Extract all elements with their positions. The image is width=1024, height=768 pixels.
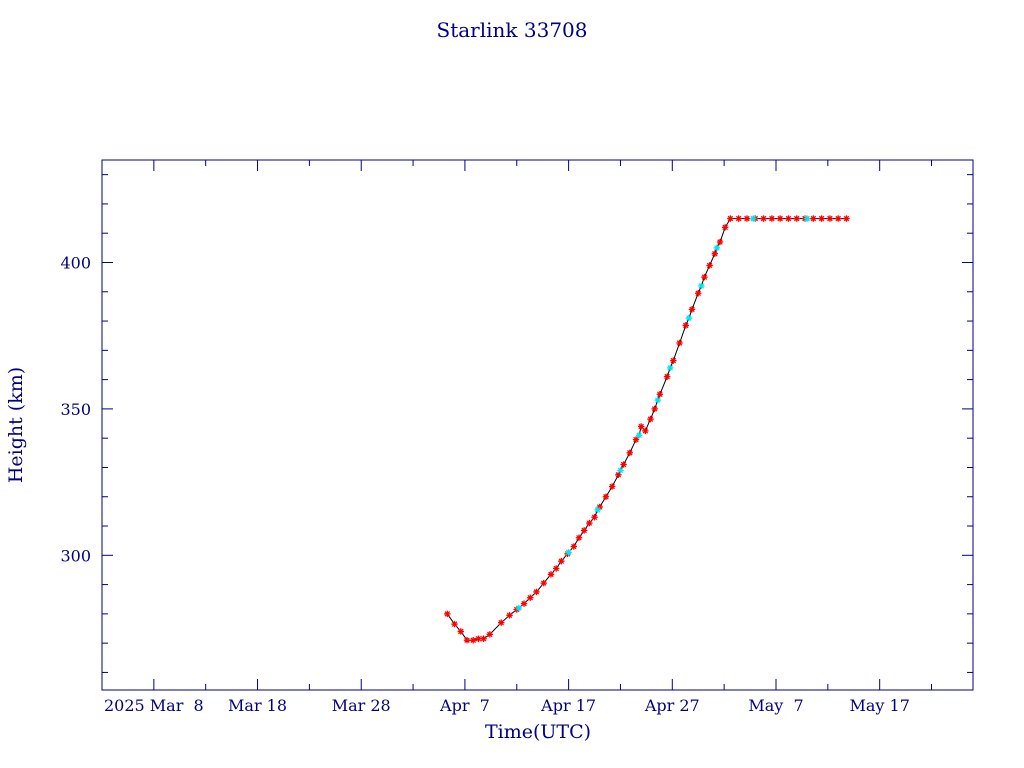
data-point xyxy=(540,579,547,587)
data-point xyxy=(586,519,593,527)
data-point xyxy=(591,514,598,521)
data-point xyxy=(826,215,834,222)
y-tick-label: 400 xyxy=(60,253,91,272)
data-point xyxy=(835,215,842,222)
chart-title: Starlink 33708 xyxy=(437,18,588,42)
data-point xyxy=(626,449,633,457)
data-point xyxy=(515,604,523,612)
data-point xyxy=(743,215,751,222)
data-point xyxy=(480,635,487,642)
data-point xyxy=(727,215,734,222)
data-point xyxy=(575,534,583,541)
data-point xyxy=(810,215,817,222)
data-point xyxy=(760,215,767,222)
x-tick-label: May 7 xyxy=(748,696,803,715)
data-point xyxy=(721,224,729,231)
data-point xyxy=(749,215,757,222)
data-point xyxy=(670,357,677,364)
data-point xyxy=(498,619,505,626)
data-point xyxy=(632,436,640,443)
data-point xyxy=(716,238,724,246)
data-point xyxy=(685,314,693,322)
data-point xyxy=(818,215,825,222)
data-point xyxy=(642,427,649,435)
y-tick-label: 300 xyxy=(60,546,91,565)
data-point xyxy=(701,273,708,281)
data-point xyxy=(647,415,654,423)
data-point xyxy=(444,610,451,618)
data-point xyxy=(785,215,792,222)
data-point xyxy=(617,467,624,474)
data-point xyxy=(695,290,702,297)
data-point xyxy=(594,506,601,514)
data-point xyxy=(768,215,776,222)
data-point xyxy=(620,461,627,468)
data-point xyxy=(698,282,705,290)
data-point xyxy=(552,565,560,572)
data-point xyxy=(533,588,540,596)
x-tick-label: May 17 xyxy=(849,696,909,715)
data-point xyxy=(570,543,577,550)
data-point xyxy=(711,250,719,257)
x-tick-label: Apr 17 xyxy=(540,696,596,715)
data-point xyxy=(635,432,643,439)
data-point xyxy=(637,423,645,430)
data-point xyxy=(486,631,494,638)
data-point xyxy=(843,215,850,222)
data-point xyxy=(602,493,610,500)
data-point xyxy=(520,600,528,607)
plot-frame xyxy=(101,159,974,691)
x-axis-label: Time(UTC) xyxy=(485,721,591,743)
x-tick-labels: 2025 Mar 8 Mar 18 Mar 28 Apr 7 Apr 17 Apr 27 M… xyxy=(104,696,910,715)
data-point xyxy=(506,612,513,619)
data-point xyxy=(656,391,664,398)
data-point xyxy=(547,571,555,578)
data-point xyxy=(706,262,713,269)
data-point xyxy=(654,396,661,404)
data-point xyxy=(793,215,800,222)
x-tick-label: Mar 28 xyxy=(332,696,391,715)
data-point xyxy=(682,322,689,329)
x-tick-label: 2025 Mar 8 xyxy=(104,696,204,715)
data-point xyxy=(451,620,458,628)
data-point xyxy=(457,628,464,635)
data-point xyxy=(667,364,674,372)
data-point xyxy=(558,557,565,565)
y-tick-label: 350 xyxy=(60,400,91,419)
data-point xyxy=(608,483,616,490)
x-tick-label: Apr 27 xyxy=(644,696,700,715)
data-point xyxy=(565,549,572,556)
data-point xyxy=(663,373,671,380)
data-point xyxy=(470,637,477,644)
y-tick-labels: 300 350 400 xyxy=(60,253,91,565)
data-point xyxy=(463,637,471,644)
x-tick-label: Mar 18 xyxy=(228,696,287,715)
axis-ticks xyxy=(102,160,973,690)
data-point xyxy=(688,306,696,313)
data-point xyxy=(713,244,721,252)
data-point xyxy=(651,405,658,413)
data-point xyxy=(527,594,534,601)
data-point xyxy=(676,339,683,347)
data-markers xyxy=(444,215,850,644)
data-point xyxy=(580,527,588,534)
data-point xyxy=(803,215,811,222)
data-point xyxy=(735,215,742,222)
x-tick-label: Apr 7 xyxy=(439,696,490,715)
data-point xyxy=(776,215,784,222)
y-axis-label: Height (km) xyxy=(5,367,27,483)
